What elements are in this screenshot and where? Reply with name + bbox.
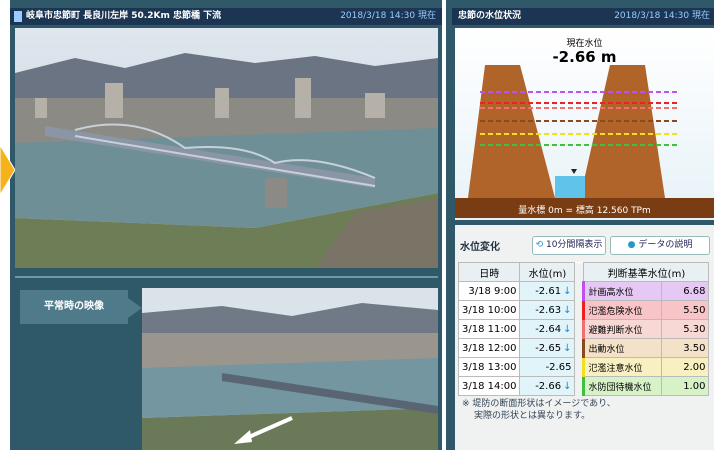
level-cell: -2.61↓ — [520, 282, 575, 301]
criterion-value: 3.50 — [662, 339, 709, 358]
time-cell: 3/18 11:00 — [459, 320, 520, 339]
criterion-value: 1.00 — [662, 377, 709, 396]
help-button[interactable]: ● データの説明 — [610, 236, 710, 255]
criterion-value: 5.50 — [662, 301, 709, 320]
level-cell: -2.64↓ — [520, 320, 575, 339]
divider — [15, 276, 438, 278]
level-value: -2.61 — [535, 286, 561, 297]
trend-arrow: ↓ — [563, 343, 571, 354]
trend-arrow: ↓ — [563, 324, 571, 335]
spacer — [575, 282, 584, 301]
normal-label: 平常時の映像 — [44, 301, 104, 312]
section-title: 水位変化 — [460, 238, 500, 253]
level-value: -2.65 — [535, 343, 561, 354]
spacer — [575, 320, 584, 339]
criterion-value: 2.00 — [662, 358, 709, 377]
page: 岐阜市忠節町 長良川左岸 50.2Km 忠節橋 下流 2018/3/18 14:3… — [0, 0, 714, 450]
spacer — [575, 339, 584, 358]
header-cell: 水位(m) — [520, 263, 575, 282]
level-cell: -2.63↓ — [520, 301, 575, 320]
trend-arrow: ↓ — [563, 286, 571, 297]
criterion-name: 避難判断水位 — [584, 320, 662, 339]
spacer — [575, 263, 584, 282]
time-cell: 3/18 13:00 — [459, 358, 520, 377]
pointer-arrow — [0, 140, 16, 200]
spacer — [575, 358, 584, 377]
level-value: -2.64 — [535, 324, 561, 335]
header-title: 岐阜市忠節町 長良川左岸 50.2Km 忠節橋 下流 — [26, 11, 221, 21]
criterion-name: 氾濫危険水位 — [584, 301, 662, 320]
normal-image — [142, 288, 438, 450]
right-header: 忠節の水位状況 2018/3/18 14:30 現在 — [452, 8, 714, 25]
level-value: -2.63 — [535, 305, 561, 316]
time-cell: 3/18 9:00 — [459, 282, 520, 301]
note: ※ 堤防の断面形状はイメージであり、実際の形状とは異なります。 — [462, 398, 616, 422]
criterion-name: 氾濫注意水位 — [584, 358, 662, 377]
trend-arrow: ↓ — [563, 381, 571, 392]
level-value: -2.65 — [546, 362, 572, 373]
callout-tip — [128, 298, 142, 318]
spacer — [575, 301, 584, 320]
header-time: 2018/3/18 14:30 現在 — [340, 8, 436, 25]
level-cell: -2.66↓ — [520, 377, 575, 396]
level-value: -2.66 — [535, 381, 561, 392]
header-cell: 日時 — [459, 263, 520, 282]
left-header: 岐阜市忠節町 長良川左岸 50.2Km 忠節橋 下流 2018/3/18 14:3… — [10, 8, 442, 25]
normal-label-box: 平常時の映像 — [20, 290, 128, 324]
level-cell: -2.65↓ — [520, 339, 575, 358]
time-cell: 3/18 10:00 — [459, 301, 520, 320]
criterion-value: 5.30 — [662, 320, 709, 339]
interval-button[interactable]: ⟲ 10分間隔表示 — [532, 236, 606, 255]
camera-image — [15, 28, 438, 268]
criterion-value: 6.68 — [662, 282, 709, 301]
note-line: 実際の形状とは異なります。 — [462, 410, 616, 422]
gauge-note: 量水標 0m = 標高 12.560 TPm — [455, 203, 714, 216]
header-cell: 判断基準水位(m) — [584, 263, 709, 282]
criterion-name: 出動水位 — [584, 339, 662, 358]
button-label: 10分間隔表示 — [546, 240, 602, 250]
spacer — [575, 377, 584, 396]
trend-arrow: ↓ — [563, 305, 571, 316]
button-label: データの説明 — [638, 240, 692, 250]
header-time: 2018/3/18 14:30 現在 — [614, 8, 710, 25]
time-cell: 3/18 14:00 — [459, 377, 520, 396]
header-row: 日時水位(m) 判断基準水位(m) — [459, 263, 709, 282]
criterion-name: 計画高水位 — [584, 282, 662, 301]
criterion-name: 水防団待機水位 — [584, 377, 662, 396]
current-value: -2.66 m — [455, 48, 714, 66]
time-cell: 3/18 12:00 — [459, 339, 520, 358]
note-line: ※ 堤防の断面形状はイメージであり、 — [462, 398, 616, 410]
header-title: 忠節の水位状況 — [458, 11, 521, 21]
level-cell: -2.65 — [520, 358, 575, 377]
